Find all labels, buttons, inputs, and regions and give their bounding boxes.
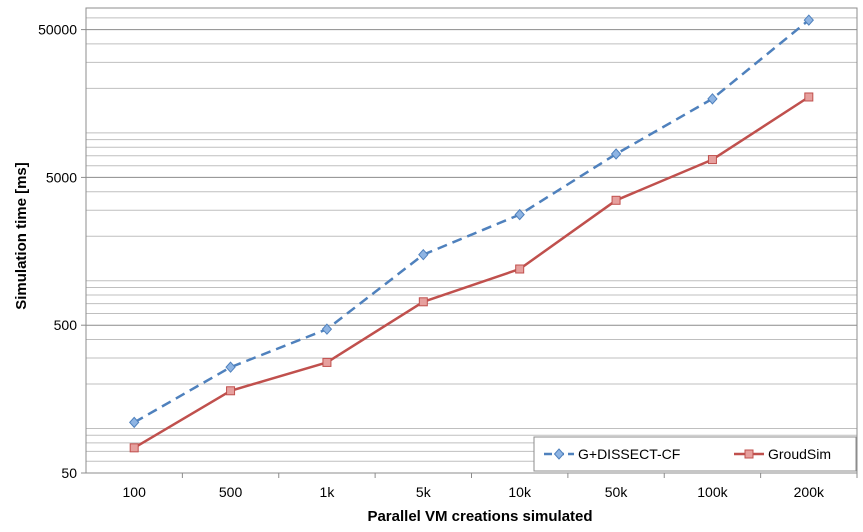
x-tick-label: 10k (508, 484, 532, 500)
y-tick-label: 5000 (46, 169, 77, 185)
data-point-diamond (707, 93, 718, 105)
data-point-square (515, 264, 525, 274)
gridlines (86, 7, 857, 474)
data-point-square (707, 155, 717, 165)
x-tick-label: 100 (123, 484, 147, 500)
x-axis-title: Parallel VM creations simulated (367, 508, 592, 525)
y-tick-label: 50 (61, 465, 77, 481)
series-lines (129, 14, 814, 453)
series-line (133, 19, 810, 424)
series-line (133, 95, 810, 449)
x-tick-label: 50k (605, 484, 629, 500)
data-point-diamond (225, 361, 236, 373)
legend-label: G+DISSECT-CF (578, 446, 680, 462)
x-tick-label: 1k (320, 484, 336, 500)
data-point-square (418, 297, 428, 307)
y-axis-ticks: 50 500 5000 50000 (38, 22, 86, 481)
series-g-dissect-cf (129, 14, 814, 429)
x-tick-label: 100k (697, 484, 728, 500)
legend-label: GroudSim (768, 446, 831, 462)
data-point-square (322, 357, 332, 367)
x-tick-label: 5k (416, 484, 432, 500)
data-point-square (226, 386, 236, 396)
x-tick-label: 500 (219, 484, 243, 500)
y-tick-label: 500 (54, 317, 78, 333)
data-point-diamond (610, 148, 622, 160)
x-tick-label: 200k (794, 484, 825, 500)
x-axis-ticks: 100 500 1k 5k 10k 50k 100k 200k (123, 473, 858, 500)
data-point-square (804, 92, 814, 102)
legend-marker-square (744, 449, 754, 459)
data-point-diamond (418, 248, 429, 261)
y-tick-label: 50000 (38, 22, 77, 38)
data-point-square (611, 195, 621, 205)
data-point-diamond (129, 416, 140, 429)
data-point-diamond (803, 14, 814, 26)
series-groudsim (129, 92, 814, 453)
data-point-diamond (321, 323, 333, 335)
legend: G+DISSECT-CF GroudSim (533, 436, 857, 472)
data-point-diamond (514, 208, 525, 221)
data-point-square (129, 443, 139, 453)
legend-marker-diamond (553, 448, 565, 460)
legend-box (533, 436, 857, 472)
y-axis-title: Simulation time [ms] (13, 162, 30, 310)
